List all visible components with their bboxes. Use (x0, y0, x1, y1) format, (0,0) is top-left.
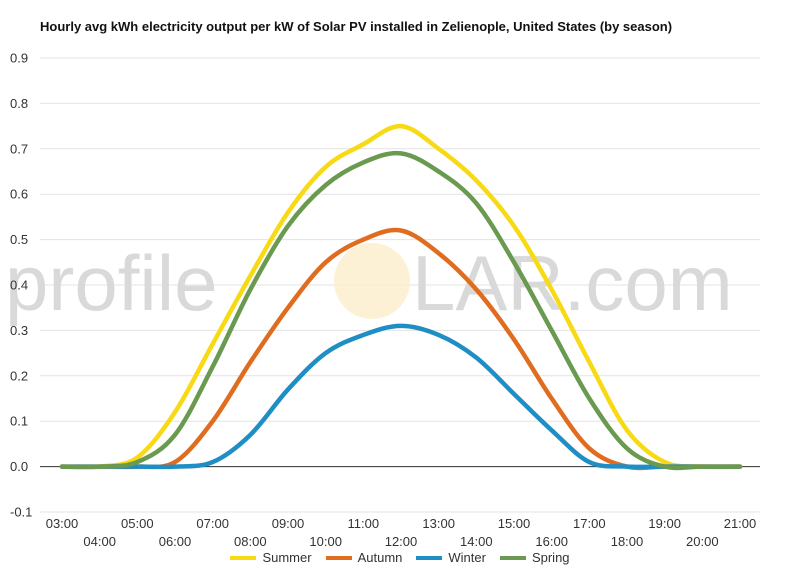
watermark-left: profile (5, 239, 217, 327)
x-tick-label: 06:00 (159, 534, 192, 549)
legend-item-summer[interactable]: Summer (230, 550, 312, 565)
x-tick-label: 15:00 (498, 516, 531, 531)
y-tick-label: 0.4 (10, 278, 28, 293)
x-tick-label: 16:00 (535, 534, 568, 549)
x-tick-label: 21:00 (724, 516, 757, 531)
x-tick-label: 12:00 (385, 534, 418, 549)
legend-swatch (230, 555, 257, 560)
legend-item-spring[interactable]: Spring (499, 550, 570, 565)
x-tick-label: 04:00 (83, 534, 116, 549)
x-tick-label: 03:00 (46, 516, 79, 531)
legend-swatch (325, 555, 352, 560)
x-axis: 03:00 04:00 05:00 06:00 07:00 08:00 09:00 10:00… (46, 516, 757, 549)
x-tick-label: 07:00 (196, 516, 229, 531)
x-tick-label: 14:00 (460, 534, 493, 549)
y-tick-label: 0.0 (10, 459, 28, 474)
y-tick-label: 0.8 (10, 96, 28, 111)
x-tick-label: 09:00 (272, 516, 305, 531)
y-tick-label: 0.6 (10, 187, 28, 202)
legend-item-autumn[interactable]: Autumn (325, 550, 403, 565)
x-tick-label: 11:00 (348, 516, 380, 531)
legend-swatch (499, 555, 526, 560)
x-tick-label: 20:00 (686, 534, 719, 549)
watermark-right: LAR.com (412, 239, 733, 327)
legend: Summer Autumn Winter Spring (0, 550, 800, 565)
x-tick-label: 17:00 (573, 516, 606, 531)
x-tick-label: 10:00 (309, 534, 342, 549)
y-axis: 0.9 0.8 0.7 0.6 0.5 0.4 0.3 0.2 0.1 0.0 -0.1 (10, 51, 32, 520)
x-tick-label: 13:00 (422, 516, 455, 531)
chart-title: Hourly avg kWh electricity output per kW… (40, 19, 673, 34)
series-layer (59, 123, 743, 471)
y-tick-label: 0.1 (10, 414, 28, 429)
y-tick-label: -0.1 (10, 505, 32, 520)
y-tick-label: 0.9 (10, 51, 28, 66)
y-tick-label: 0.5 (10, 232, 28, 247)
y-tick-label: 0.3 (10, 323, 28, 338)
legend-label: Summer (262, 550, 312, 565)
y-tick-label: 0.7 (10, 141, 28, 156)
series-line-winter (59, 323, 743, 470)
legend-label: Autumn (357, 550, 403, 565)
legend-item-winter[interactable]: Winter (416, 550, 486, 565)
x-tick-label: 08:00 (234, 534, 267, 549)
legend-swatch (416, 555, 443, 560)
x-tick-label: 05:00 (121, 516, 154, 531)
sun-logo-icon (334, 243, 410, 319)
x-tick-label: 18:00 (611, 534, 644, 549)
legend-label: Spring (531, 550, 570, 565)
y-tick-label: 0.2 (10, 368, 28, 383)
series-line-spring (59, 150, 743, 471)
legend-label: Winter (448, 550, 486, 565)
watermark: profile LAR.com (5, 239, 733, 327)
series-line-summer (59, 123, 743, 470)
x-tick-label: 19:00 (648, 516, 681, 531)
